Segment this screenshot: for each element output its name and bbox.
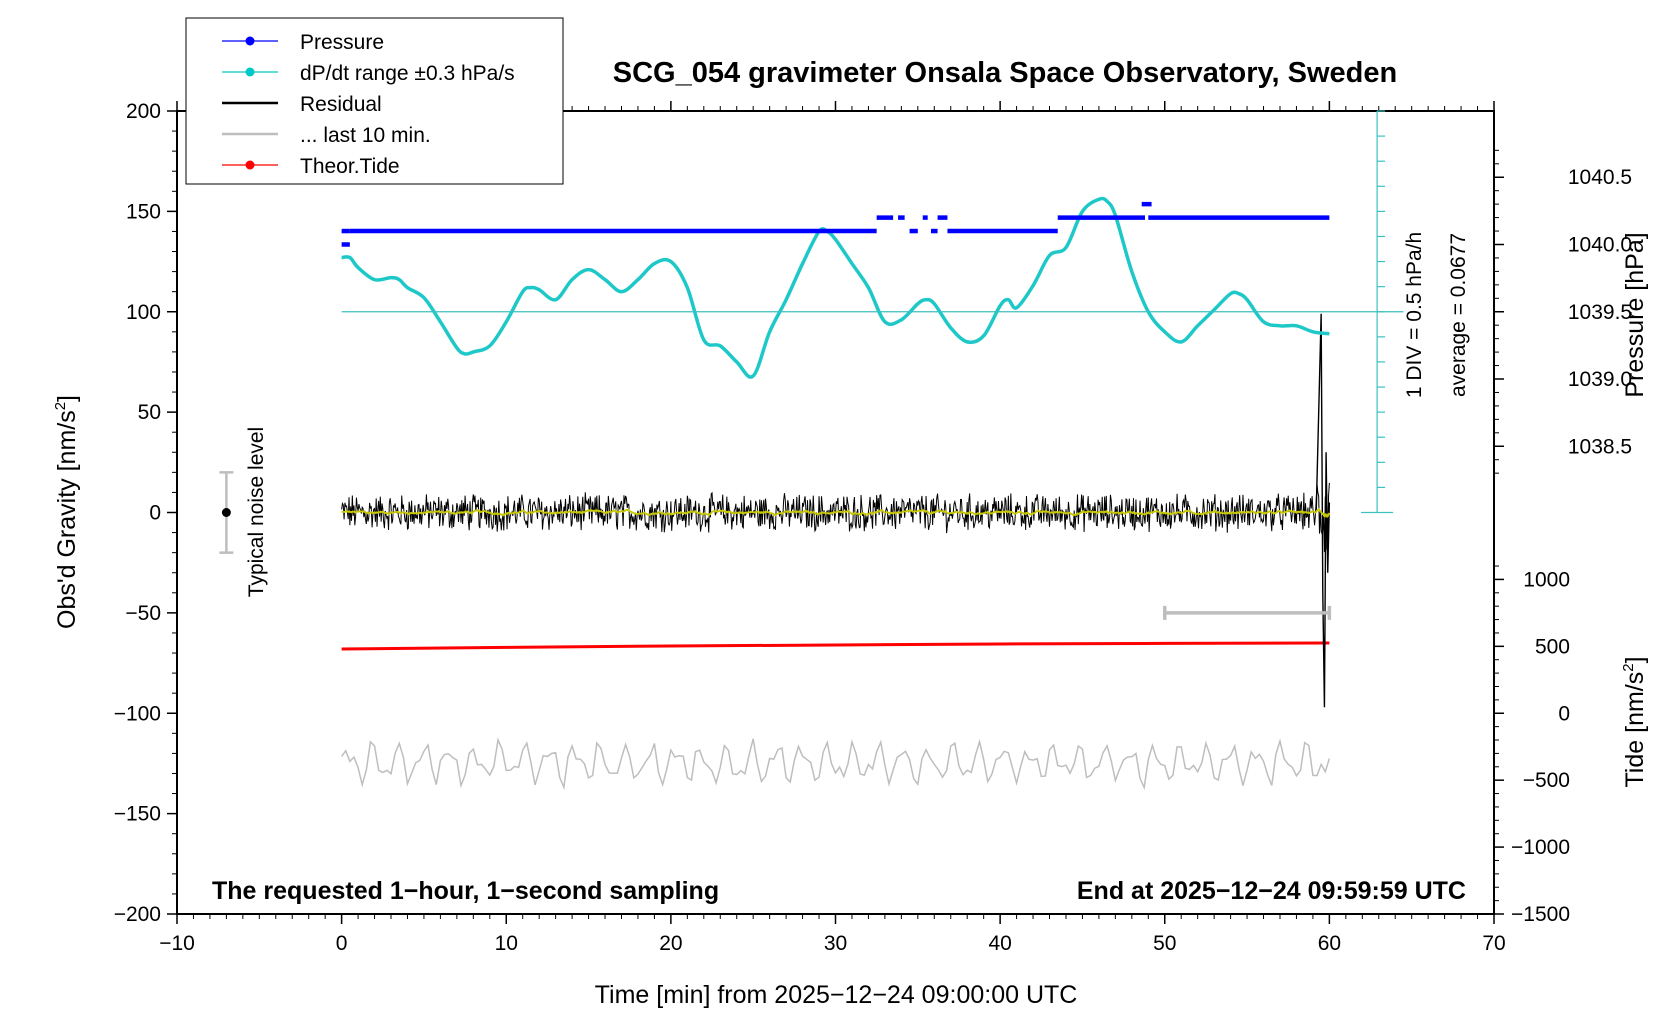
tide-tick-label: −1000 [1511,836,1570,859]
legend-box [185,17,564,185]
overlay-layer [219,110,1404,620]
x-axis-label: Time [min] from 2025−12−24 09:00:00 UTC [595,981,1078,1009]
annotation-end-time: End at 2025−12−24 09:59:59 UTC [1077,877,1466,905]
residual-spike [1315,313,1331,708]
noise-level-label: Typical noise level [245,427,268,597]
pressure-tick-label: 1039.5 [1568,301,1632,324]
tide-axis-label-sup: 2 [1620,663,1637,671]
y-tick-label: 50 [138,401,161,424]
y-tick-label: 100 [126,301,161,324]
x-tick-label: 20 [659,932,682,955]
dpdt-average-label: average = 0.0677 [1447,233,1470,397]
y-tick-label: 200 [126,100,161,123]
tide-tick-label: 0 [1558,702,1570,725]
y-tick-label: 150 [126,200,161,223]
y-axis-label-end: ] [53,395,81,402]
legend-label: Residual [300,93,382,116]
y-tick-label: 0 [149,502,161,525]
legend-label: Theor.Tide [300,155,400,178]
x-tick-label: 0 [336,932,348,955]
x-tick-label: 30 [824,932,847,955]
tide-tick-label: −1500 [1511,903,1570,926]
tide-axis-label-main: Tide [nm/s [1621,672,1649,788]
x-tick-label: 70 [1482,932,1505,955]
legend-label: dP/dt range ±0.3 hPa/s [300,62,515,85]
y-tick-label: −150 [114,803,161,826]
tide-tick-label: −500 [1523,769,1570,792]
y-tick-label: −200 [114,903,161,926]
chart-title: SCG_054 gravimeter Onsala Space Observat… [613,57,1397,89]
pressure-tick-label: 1040.5 [1568,166,1632,189]
tide-tick-label: 500 [1535,635,1570,658]
annotation-sampling: The requested 1−hour, 1−second sampling [212,877,719,905]
y-tick-label: −50 [125,602,161,625]
legend-label: Pressure [300,31,384,54]
pressure-tick-label: 1040.0 [1568,233,1632,256]
tide-axis-label: Tide [nm/s2] [1620,656,1649,787]
dpdt-div-label: 1 DIV = 0.5 hPa/h [1403,232,1426,398]
tide-tick-label: 1000 [1523,568,1570,591]
residual-smoothed-line [341,508,1331,519]
axis-ticks: −10 0 10 20 30 40 50 60 70−200−150−100−500501001… [114,100,1632,955]
legend: Pressure dP/dt range ±0.3 hPa/s Residual..… [185,17,564,185]
data-layer [341,196,1331,791]
pressure-tick-label: 1039.0 [1568,368,1632,391]
y-axis-label-sup: 2 [52,402,69,410]
pressure-axis-label: Pressure [hPa] [1621,232,1649,397]
tide-line [341,641,1330,651]
legend-label: ... last 10 min. [300,124,431,147]
x-tick-label: 50 [1153,932,1176,955]
x-tick-label: 40 [988,932,1011,955]
y-axis-label: Obs'd Gravity [nm/s2] [52,395,81,629]
last10-line [341,737,1331,791]
x-tick-label: −10 [159,932,195,955]
legend-marker [245,160,255,170]
pressure-tick-label: 1038.5 [1568,435,1632,458]
legend-marker [245,36,255,46]
legend-marker [245,67,255,77]
x-tick-label: 10 [495,932,518,955]
dpdt-line [341,196,1330,379]
x-tick-label: 60 [1318,932,1341,955]
residual-line [341,482,1330,553]
tide-axis-label-end: ] [1621,656,1649,663]
y-tick-label: −100 [114,702,161,725]
noise-bar-center [221,508,231,517]
y-axis-label-main: Obs'd Gravity [nm/s [53,410,81,629]
